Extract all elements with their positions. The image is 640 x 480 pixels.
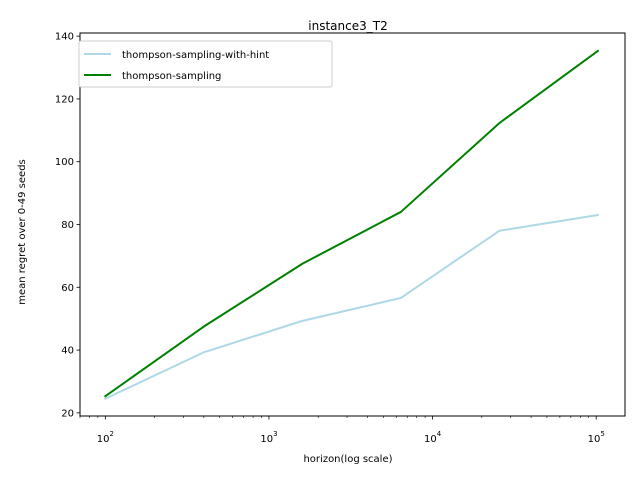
chart-title: instance3_T2 [308, 19, 387, 33]
y-tick-label: 140 [55, 32, 74, 43]
series-line-0 [104, 213, 600, 401]
y-tick-label: 80 [61, 220, 74, 231]
legend: thompson-sampling-with-hint thompson-samp… [78, 40, 333, 88]
y-axis: 20 40 60 80 100 120 140 [55, 32, 80, 419]
y-tick-label: 20 [61, 408, 74, 419]
x-axis-label: horizon(log scale) [303, 454, 392, 465]
y-axis-label: mean regret over 0-49 seeds [17, 159, 28, 305]
y-tick-label: 100 [55, 157, 74, 168]
x-axis: 102 103 104 105 [79, 416, 605, 445]
x-tick-label: 104 [424, 430, 442, 445]
y-tick-label: 120 [55, 94, 74, 105]
legend-label-1: thompson-sampling [122, 71, 221, 82]
x-tick-label: 105 [588, 430, 605, 445]
y-tick-label: 60 [61, 283, 74, 294]
y-tick-label: 40 [61, 346, 74, 357]
legend-label-0: thompson-sampling-with-hint [122, 50, 269, 61]
legend-box [78, 40, 333, 88]
series-layer [103, 49, 600, 401]
x-tick-label: 103 [260, 430, 277, 445]
series-line-1 [103, 49, 600, 398]
x-tick-label: 102 [97, 430, 114, 445]
